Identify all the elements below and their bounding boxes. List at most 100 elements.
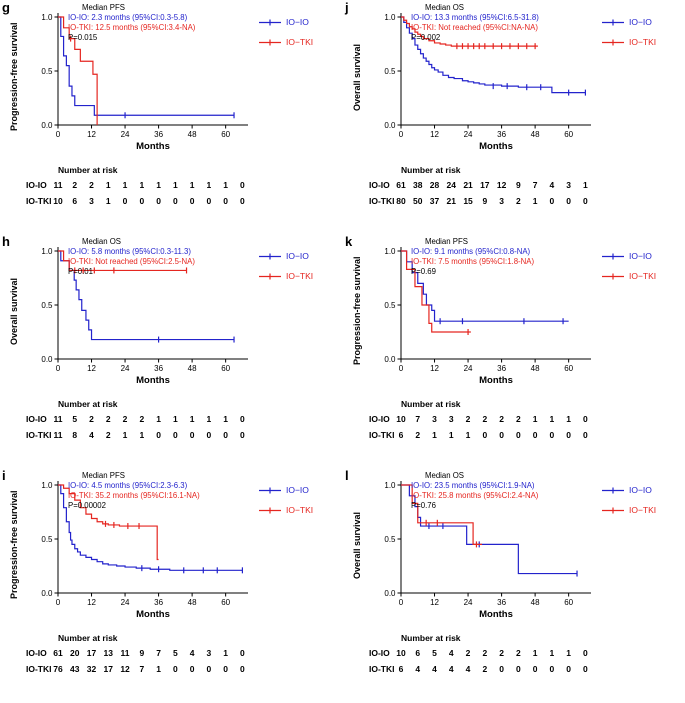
svg-text:36: 36 [497, 598, 506, 607]
risk-count: 0 [499, 664, 504, 674]
risk-count: 50 [413, 196, 423, 206]
risk-count: 0 [240, 664, 245, 674]
risk-count: 28 [429, 180, 440, 190]
plot-annotation: Median OS IO-IO: 13.3 months (95%CI:6.5-… [411, 3, 539, 44]
legend-item-io-tki: IO−TKI [258, 505, 313, 515]
km-curve-io-io [401, 250, 569, 322]
svg-text:0.0: 0.0 [41, 121, 53, 130]
risk-count: 0 [189, 664, 195, 674]
risk-count: 0 [499, 430, 504, 440]
panel-letter: l [345, 468, 349, 483]
plot-area: 0.0 0.5 1.0 0 12 24 36 48 60 Median OS IO-IO: 13… [365, 3, 599, 157]
risk-count: 10 [396, 648, 406, 658]
km-panel: k Progression-free survival 0.0 0.5 1.0 0 12… [343, 234, 685, 468]
risk-count: 2 [499, 414, 504, 424]
svg-text:60: 60 [564, 598, 573, 607]
risk-count: 0 [240, 414, 245, 424]
plot-area: 0.0 0.5 1.0 0 12 24 36 48 60 Median PFS IO-IO: 4… [22, 471, 256, 625]
survival-plot-svg: 0.0 0.5 1.0 0 12 24 36 48 60 [41, 481, 248, 607]
risk-count: 0 [566, 430, 572, 440]
panel-letter: i [2, 468, 6, 483]
x-axis-label: Months [136, 375, 170, 386]
x-axis-label: Months [479, 375, 513, 386]
plot-row: Overall survival 0.0 0.5 1.0 0 12 24 36 48 60 Me… [349, 471, 685, 625]
km-curve-io-tki [401, 250, 471, 333]
svg-text:12: 12 [87, 598, 96, 607]
risk-count: 0 [156, 196, 161, 206]
risk-count: 0 [139, 196, 145, 206]
plot-area: 0.0 0.5 1.0 0 12 24 36 48 60 Median OS IO-IO: 23… [365, 471, 599, 625]
risk-count: 6 [415, 648, 421, 658]
x-axis-label: Months [136, 141, 170, 152]
svg-text:0: 0 [399, 598, 404, 607]
risk-count: 6 [398, 430, 404, 440]
legend-line-icon [259, 19, 281, 25]
plot-row: Overall survival 0.0 0.5 1.0 0 12 24 36 48 60 Me… [349, 3, 685, 157]
risk-count: 0 [206, 430, 212, 440]
legend: IO−IO IO−TKI [601, 251, 656, 291]
risk-count: 0 [549, 664, 555, 674]
risk-count: 2 [515, 414, 521, 424]
risk-table-header: Number at risk [58, 399, 118, 409]
svg-text:36: 36 [154, 130, 163, 139]
panel-letter: j [345, 0, 349, 15]
svg-text:24: 24 [464, 130, 473, 139]
risk-row-label: IO-IO [369, 414, 390, 424]
y-axis-label: Overall survival [352, 511, 362, 579]
risk-count: 1 [583, 180, 588, 190]
risk-count: 1 [122, 180, 128, 190]
risk-count: 0 [206, 664, 212, 674]
survival-plot-svg: 0.0 0.5 1.0 0 12 24 36 48 60 [384, 481, 591, 607]
svg-text:0.5: 0.5 [41, 67, 53, 76]
svg-text:0.5: 0.5 [384, 301, 396, 310]
legend-item-io-io: IO−IO [258, 251, 313, 261]
median-title: Median OS [425, 471, 465, 480]
risk-row-label: IO-TKI [26, 664, 52, 674]
plot-row: Progression-free survival 0.0 0.5 1.0 0 12 24… [349, 237, 685, 391]
svg-text:1.0: 1.0 [384, 481, 396, 490]
svg-text:48: 48 [531, 598, 540, 607]
survival-plot-svg: 0.0 0.5 1.0 0 12 24 36 48 60 [384, 13, 591, 139]
risk-count: 3 [432, 414, 437, 424]
y-axis-label: Progression-free survival [9, 22, 19, 132]
risk-count: 1 [172, 180, 178, 190]
risk-count: 4 [89, 430, 94, 440]
plot-annotation: Median OS IO-IO: 5.8 months (95%CI:0.3-1… [68, 237, 195, 278]
svg-text:48: 48 [188, 130, 197, 139]
plot-row: Overall survival 0.0 0.5 1.0 0 12 24 36 48 60 Me… [6, 237, 342, 391]
svg-text:60: 60 [564, 130, 573, 139]
svg-text:0.0: 0.0 [41, 355, 53, 364]
risk-values: 6 2 1 1 1 0 0 0 0 0 0 0 [365, 430, 599, 442]
km-curve-io-tki [401, 16, 538, 47]
km-curve-io-tki [58, 16, 98, 125]
legend-label-io-io: IO−IO [629, 17, 652, 27]
p-value-text: P=0.76 [411, 501, 436, 511]
risk-count: 7 [156, 648, 161, 658]
legend-item-io-io: IO−IO [601, 17, 656, 27]
svg-text:1.0: 1.0 [384, 247, 396, 256]
risk-count: 0 [583, 648, 588, 658]
svg-text:0.5: 0.5 [384, 535, 396, 544]
svg-text:60: 60 [221, 598, 230, 607]
legend-label-io-io: IO−IO [629, 251, 652, 261]
median-title: Median PFS [82, 3, 125, 12]
km-curve-io-tki [58, 250, 187, 272]
risk-count: 17 [86, 648, 97, 658]
risk-count: 12 [120, 664, 130, 674]
risk-count: 2 [482, 414, 488, 424]
risk-count: 2 [89, 414, 94, 424]
risk-count: 3 [448, 414, 454, 424]
risk-count: 1 [156, 664, 161, 674]
risk-values: 61 38 28 24 21 17 12 9 7 4 3 1 [365, 180, 599, 192]
risk-count: 4 [549, 180, 555, 190]
legend-line-icon [259, 253, 281, 259]
p-value-text: P=0.002 [411, 33, 441, 43]
legend-item-io-tki: IO−TKI [601, 37, 656, 47]
median-io-tki-text: IO-TKI: 7.5 months (95%CI:1.8-NA) [411, 257, 535, 267]
median-title: Median PFS [425, 237, 468, 246]
risk-count: 1 [532, 196, 538, 206]
median-io-tki-text: IO-TKI: 12.5 months (95%CI:3.4-NA) [68, 23, 196, 33]
risk-count: 11 [120, 648, 130, 658]
risk-table-header: Number at risk [401, 399, 461, 409]
risk-count: 32 [86, 664, 97, 674]
